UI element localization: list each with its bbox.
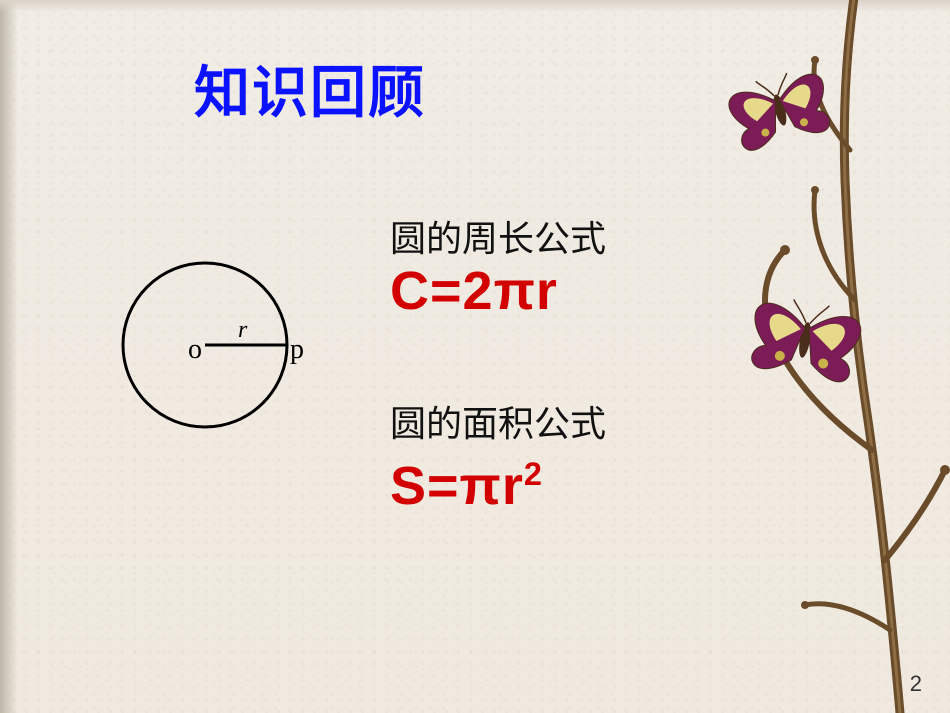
area-formula-exp: 2 [524,456,543,492]
twig-branch-5 [805,604,890,630]
twig-bud [811,56,819,64]
twig-bud [940,465,950,475]
page-number: 2 [910,671,922,697]
twig-branch-3 [885,470,945,560]
twig-main [844,0,900,713]
twig-bud [801,601,809,609]
circle-svg: o p r [90,240,320,450]
twig-branch-2 [814,190,855,300]
circumference-label: 圆的周长公式 [390,210,810,262]
area-label: 圆的面积公式 [390,395,810,447]
circumference-formula: C=2πr [390,260,810,322]
twig-branch-4 [814,60,850,150]
twig-decoration [650,0,950,713]
slide: 知识回顾 o p r 圆的周长公式 C=2πr 圆的面积公式 S=πr2 [0,0,950,713]
circle-diagram: o p r [90,240,320,450]
center-label: o [188,334,202,365]
twig-main-highlight [844,0,900,713]
slide-title: 知识回顾 [0,48,620,129]
point-label: p [290,334,304,365]
butterfly-top-icon [725,65,835,154]
paper-top-edge [0,0,950,12]
area-formula-base: S=πr [390,456,524,516]
twig-bud [811,186,819,194]
twig-svg [650,0,950,713]
radius-label: r [238,317,248,343]
area-formula: S=πr2 [390,455,810,517]
